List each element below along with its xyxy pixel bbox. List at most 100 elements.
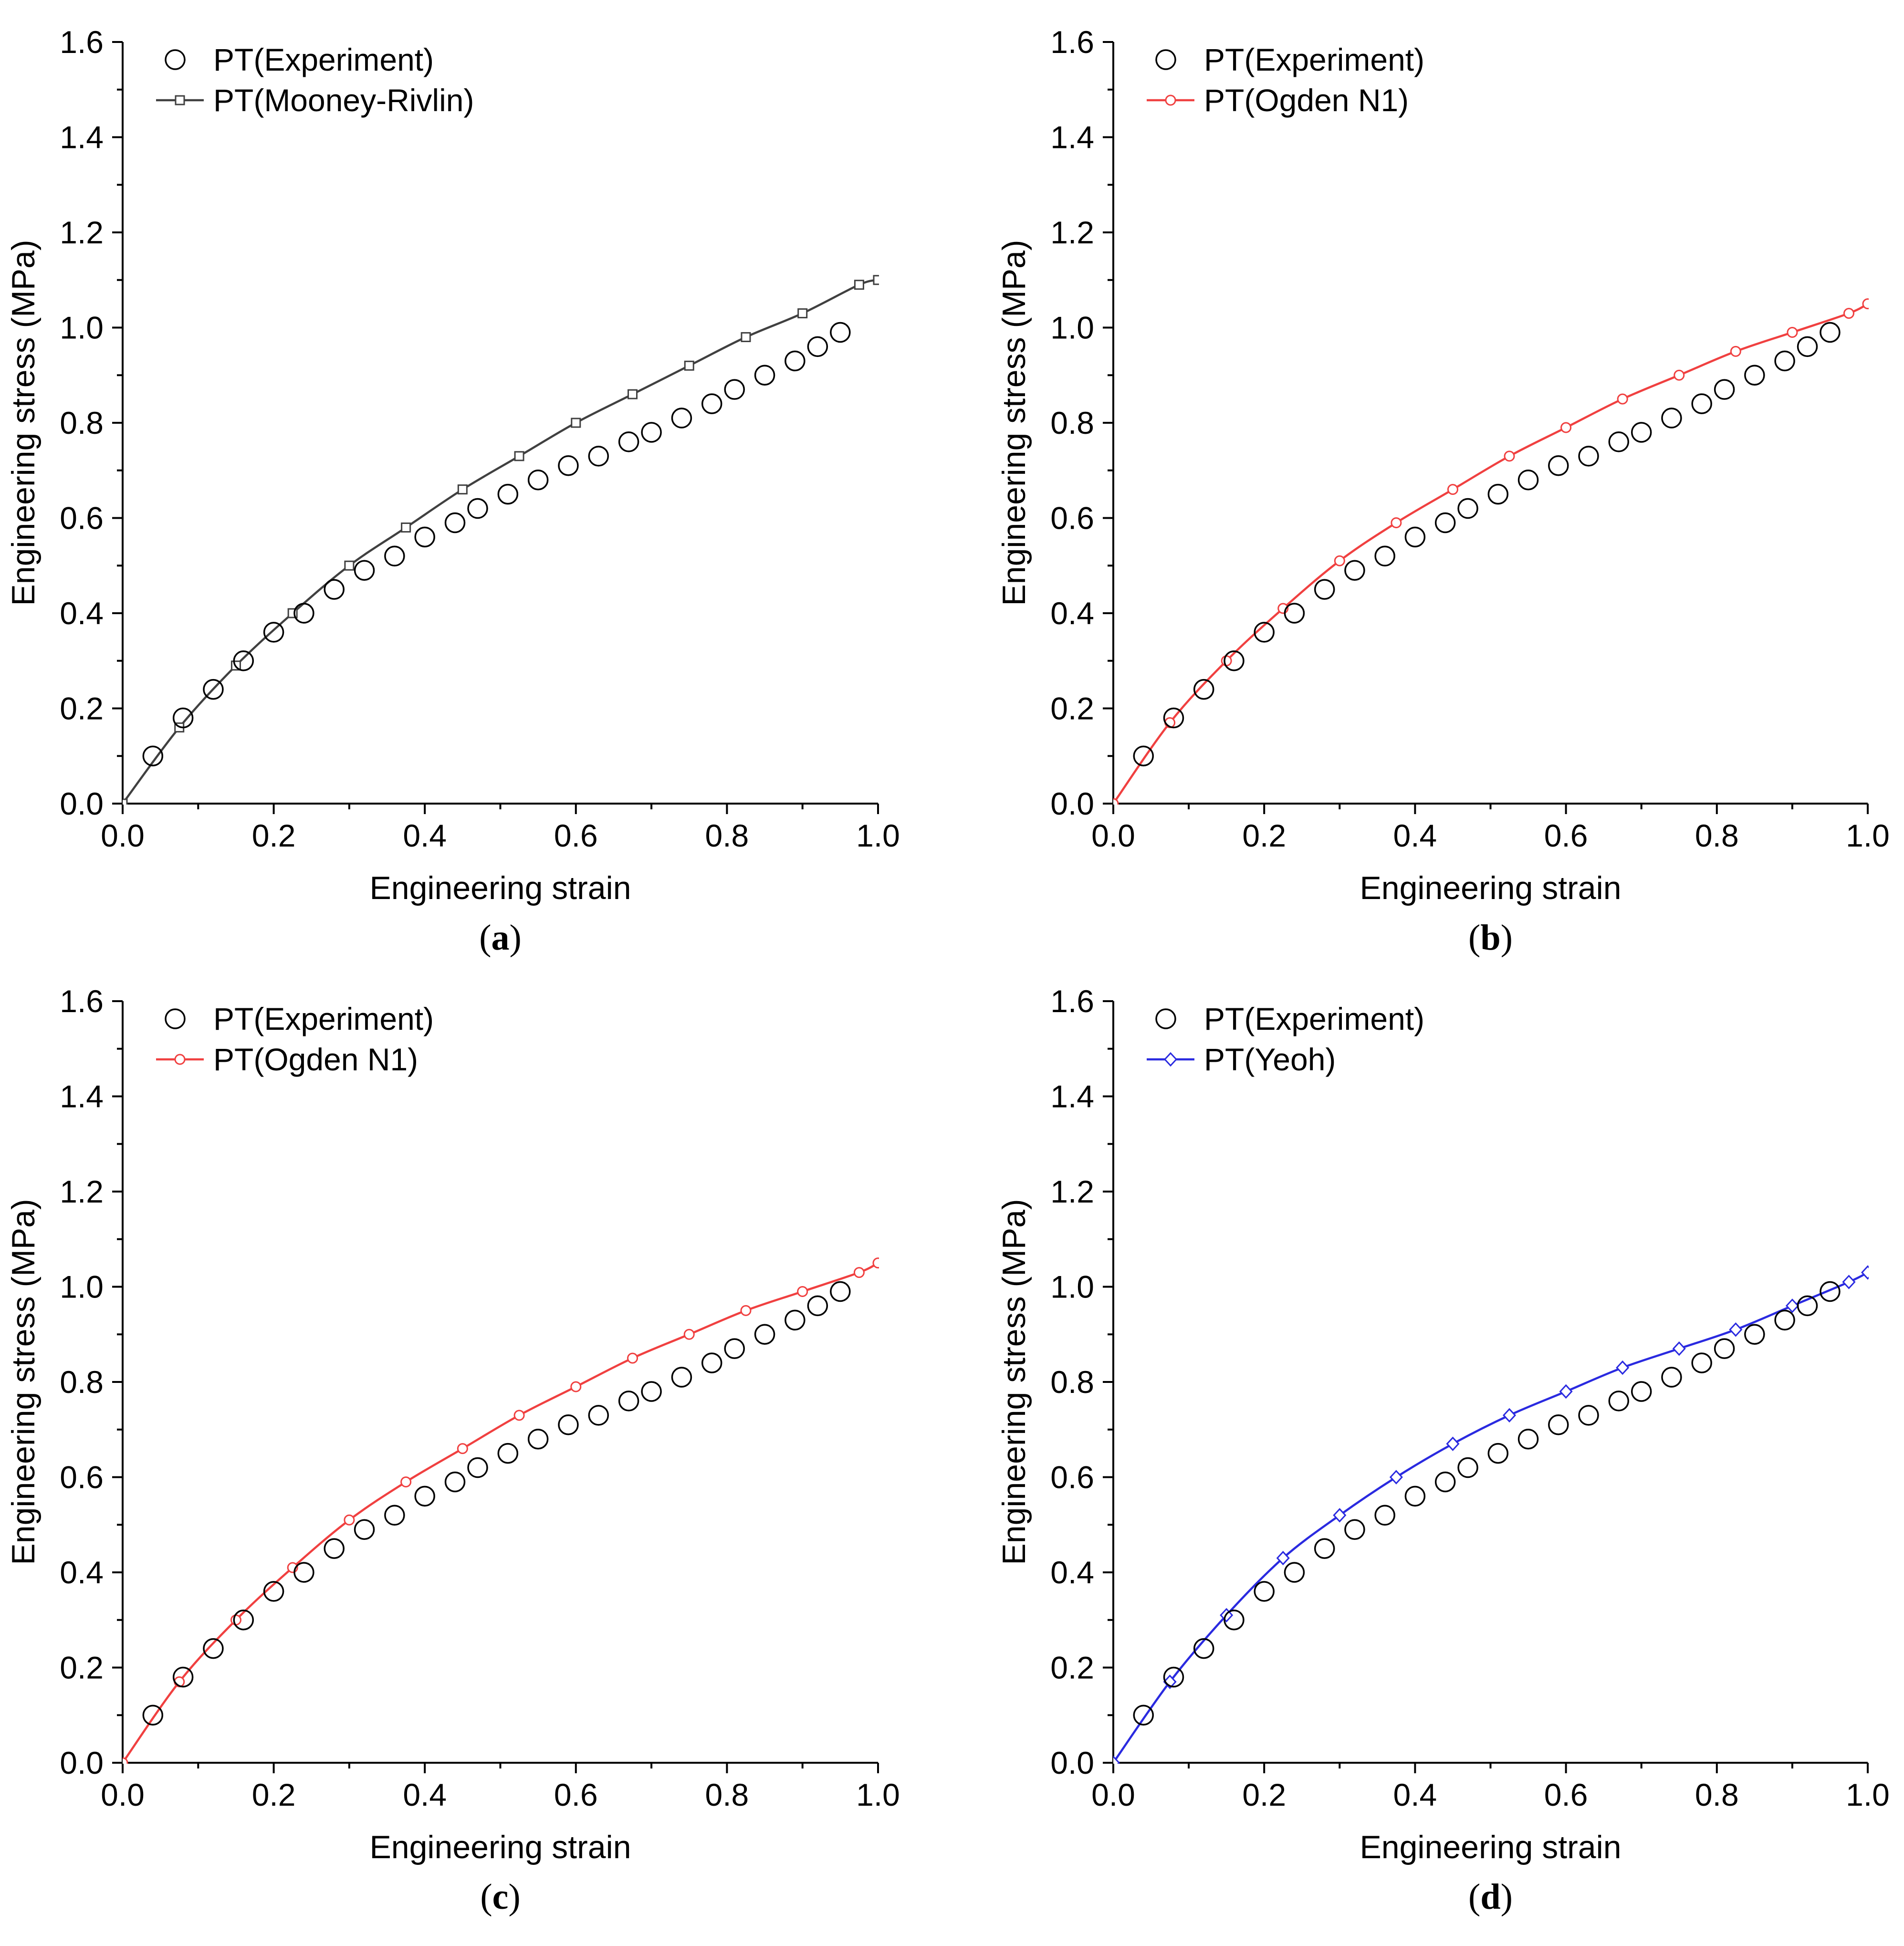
model-marker	[854, 280, 864, 290]
y-tick-label: 0.2	[60, 1650, 104, 1685]
x-tick-label: 0.0	[1091, 1777, 1135, 1812]
model-marker	[627, 1352, 638, 1364]
experiment-point	[384, 545, 405, 567]
experiment-point	[1224, 650, 1245, 671]
model-marker	[1163, 1674, 1177, 1689]
plot-area	[123, 275, 879, 805]
x-tick-label: 0.8	[1695, 1777, 1739, 1812]
model-marker	[401, 522, 411, 533]
model-marker	[741, 332, 751, 342]
model-marker	[1333, 1508, 1347, 1523]
experiment-point	[1548, 1414, 1569, 1435]
experiment-point	[1457, 1457, 1478, 1478]
y-tick-label: 1.2	[1050, 1174, 1094, 1209]
y-tick-label: 0.8	[60, 1364, 104, 1400]
model-curve	[1113, 303, 1869, 805]
x-tick-label: 0.8	[1695, 818, 1739, 853]
experiment-point	[1691, 393, 1712, 414]
y-tick-label: 1.4	[60, 1079, 104, 1114]
caption-letter: d	[1480, 1877, 1500, 1917]
experiment-point	[1608, 431, 1630, 452]
x-tick-label: 0.0	[1091, 818, 1135, 853]
experiment-point	[830, 1281, 851, 1302]
model-marker	[1113, 798, 1119, 805]
caption-open-paren: (	[480, 1877, 492, 1917]
x-tick-label: 0.8	[705, 1777, 749, 1812]
y-tick-label: 1.0	[1050, 1269, 1094, 1305]
legend-experiment-marker	[165, 1008, 186, 1029]
model-marker	[1674, 369, 1685, 381]
y-tick-label: 0.2	[1050, 691, 1094, 726]
experiment-point	[1578, 446, 1599, 467]
model-marker	[1446, 1436, 1460, 1451]
x-tick-label: 0.4	[403, 818, 447, 853]
legend-experiment-label: PT(Experiment)	[213, 1001, 434, 1036]
experiment-point	[785, 350, 806, 372]
legend-model-marker	[175, 95, 185, 105]
legend-model-label: PT(Ogden N1)	[213, 1042, 418, 1077]
experiment-point	[142, 745, 164, 766]
experiment-point	[1254, 1581, 1275, 1602]
model-marker	[344, 1514, 355, 1526]
experiment-point	[1661, 408, 1682, 429]
experiment-point	[1744, 1324, 1765, 1345]
y-axis-title: Engineering stress (MPa)	[5, 1199, 42, 1565]
experiment-point	[1344, 1519, 1365, 1540]
y-tick-label: 1.6	[1050, 24, 1094, 60]
caption-letter: c	[492, 1877, 509, 1917]
legend-experiment-label: PT(Experiment)	[213, 42, 434, 77]
experiment-point	[754, 365, 775, 386]
experiment-point	[293, 1562, 314, 1583]
panel-caption: (d)	[1468, 1877, 1513, 1917]
model-marker	[797, 308, 808, 319]
experiment-point	[1774, 1309, 1795, 1331]
plot-area	[1113, 1265, 1869, 1764]
legend: PT(Experiment) PT(Mooney-Rivlin)	[156, 42, 474, 118]
experiment-point	[588, 446, 609, 467]
x-tick-label: 0.4	[1393, 1777, 1437, 1812]
model-curve	[123, 279, 879, 805]
experiment-point	[830, 322, 851, 343]
legend-experiment-label: PT(Experiment)	[1204, 42, 1424, 77]
experiment-point	[785, 1309, 806, 1331]
x-tick-label: 1.0	[856, 818, 900, 853]
model-marker	[344, 560, 355, 571]
model-marker	[683, 1329, 695, 1340]
plot-area	[1113, 298, 1869, 805]
experiment-point	[1578, 1405, 1599, 1426]
experiment-point	[142, 1705, 164, 1726]
experiment-point	[1797, 336, 1818, 357]
y-tick-label: 1.6	[60, 24, 104, 60]
model-marker	[684, 360, 694, 371]
model-marker	[513, 1410, 525, 1421]
model-marker	[1672, 1341, 1686, 1356]
caption-close-paren: )	[1501, 1877, 1513, 1917]
experiment-point	[671, 1367, 692, 1388]
model-marker	[872, 1257, 879, 1269]
experiment-point	[172, 1666, 194, 1688]
y-tick-label: 0.4	[60, 596, 104, 631]
experiment-point	[807, 1295, 828, 1317]
model-curve	[123, 1262, 879, 1764]
x-axis-title: Engineering strain	[1360, 1829, 1621, 1865]
x-tick-label: 0.2	[252, 1777, 296, 1812]
experiment-point	[1193, 679, 1214, 700]
experiment-point	[233, 650, 254, 671]
y-tick-label: 0.0	[60, 786, 104, 821]
model-marker	[230, 1614, 241, 1626]
caption-open-paren: (	[1468, 918, 1480, 958]
experiment-point	[1820, 322, 1841, 343]
model-marker	[123, 798, 128, 805]
model-marker	[1389, 1470, 1403, 1485]
experiment-point	[1487, 1443, 1509, 1464]
model-marker	[1559, 1384, 1573, 1399]
experiment-point	[414, 1486, 435, 1507]
experiment-point	[1374, 545, 1395, 567]
experiment-point	[444, 512, 466, 534]
model-marker	[1113, 1755, 1120, 1764]
y-tick-label: 0.6	[1050, 1460, 1094, 1495]
experiment-point	[724, 379, 745, 400]
x-tick-label: 0.8	[705, 818, 749, 853]
model-marker	[1843, 308, 1854, 319]
experiment-point	[1517, 469, 1539, 491]
